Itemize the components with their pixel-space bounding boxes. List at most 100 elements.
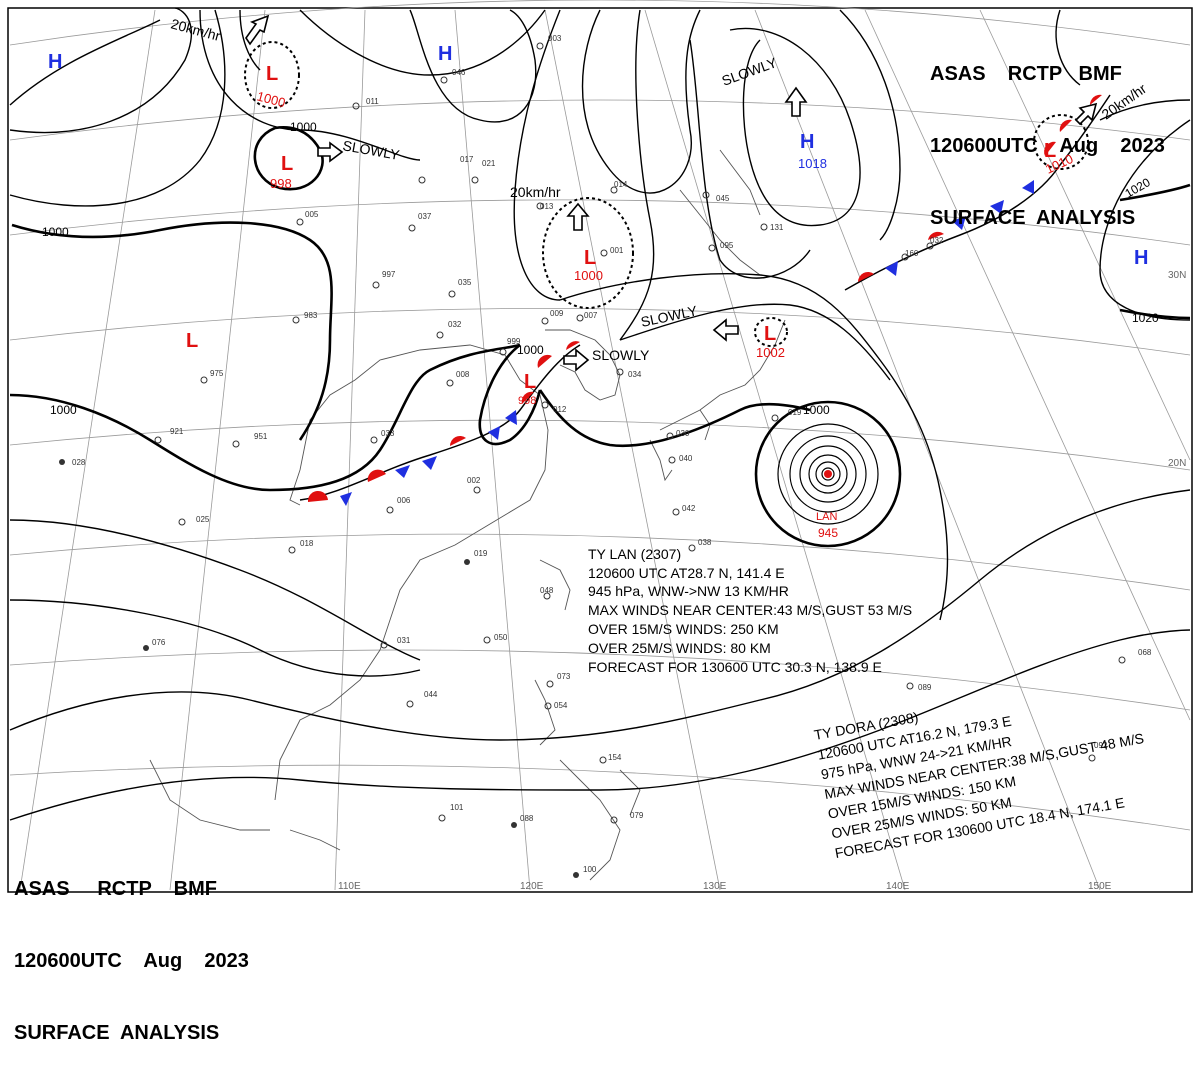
header-title: SURFACE ANALYSIS (930, 207, 1136, 229)
station-plot: 007 (576, 311, 598, 322)
low-pressure-value: 998 (270, 176, 292, 191)
svg-text:131: 131 (770, 223, 784, 232)
station-plot: 983 (292, 311, 318, 324)
svg-text:160: 160 (905, 249, 919, 258)
station-plot: 101 (438, 803, 464, 822)
station-plot: 006 (386, 496, 411, 514)
lat-label: 30N (1168, 270, 1186, 281)
svg-text:011: 011 (366, 97, 379, 106)
station-plot: 045 (702, 191, 730, 203)
station-plot: 011 (352, 97, 379, 110)
weather-map: 1000 1000 1000 1000 1000 1020 1020 20km/… (7, 0, 1193, 893)
svg-text:TY LAN (2307): TY LAN (2307) (588, 546, 681, 562)
svg-text:079: 079 (630, 811, 644, 820)
station-plot: 054 (544, 701, 568, 710)
station-plot: 014 (610, 180, 628, 194)
svg-text:040: 040 (679, 454, 693, 463)
station-plot: 076 (143, 638, 166, 651)
stationary-front-east (844, 94, 1111, 291)
arrow-ne-icon (1074, 102, 1098, 126)
svg-text:021: 021 (482, 159, 496, 168)
station-plot: 100 (573, 865, 597, 878)
low-pressure-value: 998 (518, 395, 536, 407)
svg-text:035: 035 (458, 278, 472, 287)
station-plot: 002 (467, 476, 481, 494)
station-plot: 048 (540, 586, 554, 600)
typhoon-name: LAN (816, 511, 837, 523)
station-plot: 997 (372, 270, 396, 289)
svg-text:042: 042 (682, 504, 696, 513)
header-title: SURFACE ANALYSIS (14, 1022, 220, 1044)
svg-text:009: 009 (550, 309, 564, 318)
svg-text:008: 008 (456, 370, 470, 379)
svg-text:983: 983 (304, 311, 318, 320)
svg-text:OVER 25M/S WINDS: 80 KM: OVER 25M/S WINDS: 80 KM (588, 640, 771, 656)
svg-text:120600 UTC AT28.7 N, 141.4 E: 120600 UTC AT28.7 N, 141.4 E (588, 565, 785, 581)
arrow-north-icon (784, 86, 808, 117)
svg-text:088: 088 (520, 814, 534, 823)
svg-text:095: 095 (720, 241, 734, 250)
isobar-label: 1020 (1132, 311, 1159, 325)
svg-text:945 hPa, WNW->NW 13 KM/HR: 945 hPa, WNW->NW 13 KM/HR (588, 583, 789, 599)
station-plot: 154 (599, 753, 622, 764)
station-plot: 999 (499, 337, 521, 356)
header-agency: ASAS RCTP BMF (930, 63, 1122, 85)
svg-text:999: 999 (507, 337, 521, 346)
isobar-label: 1000 (803, 403, 830, 417)
svg-text:028: 028 (72, 458, 86, 467)
svg-text:031: 031 (397, 636, 411, 645)
high-symbol: H (48, 51, 62, 73)
header-agency: ASAS RCTP BMF (14, 878, 217, 900)
low-pressure-value: 1000 (255, 88, 287, 110)
svg-text:006: 006 (397, 496, 411, 505)
station-plot: 040 (668, 454, 693, 464)
low-symbol: L (584, 247, 596, 269)
svg-text:032: 032 (930, 236, 944, 245)
svg-text:921: 921 (170, 427, 184, 436)
station-plot: 038 (688, 538, 712, 552)
svg-text:032: 032 (448, 320, 462, 329)
station-plot: 073 (546, 672, 571, 688)
header-time: 120600UTC Aug 2023 (14, 950, 249, 972)
station-plot: 019 (771, 408, 802, 422)
svg-text:092: 092 (1094, 741, 1108, 750)
station-plot: 035 (448, 278, 472, 298)
station-plot: 013 (536, 202, 554, 211)
header-bottom: ASAS RCTP BMF 120600UTC Aug 2023 SURFACE… (14, 829, 249, 1069)
station-plot: 025 (178, 515, 210, 526)
high-symbol: H (438, 43, 452, 65)
high-pressure-value: 1018 (798, 156, 827, 171)
station-plot: 005 (296, 210, 319, 226)
station-plot: 017 (418, 155, 474, 184)
map-frame (7, 7, 1193, 893)
isobars-dashed (244, 41, 1089, 347)
svg-text:045: 045 (716, 194, 730, 203)
station-plot: 160 (901, 249, 919, 261)
station-plot: 975 (200, 369, 224, 384)
typhoon-isobars (754, 400, 902, 548)
station-plot: 042 (672, 504, 696, 516)
isobar-label: 1000 (517, 343, 544, 357)
svg-text:068: 068 (1138, 648, 1152, 657)
arrow-east-icon (317, 141, 344, 163)
station-plot: 028 (59, 458, 86, 467)
svg-text:076: 076 (152, 638, 166, 647)
low-symbol: L (524, 371, 536, 393)
svg-text:005: 005 (305, 210, 319, 219)
motion-label: SLOWLY (592, 347, 650, 363)
svg-text:154: 154 (608, 753, 622, 762)
station-plot: 951 (232, 432, 268, 448)
station-plot: 050 (483, 633, 508, 644)
station-plot: 009 (541, 309, 564, 325)
lon-label: 110E (338, 881, 361, 892)
station-plot: 001 (600, 246, 624, 257)
stationary-front-west (299, 341, 581, 506)
svg-text:002: 002 (467, 476, 481, 485)
station-plot: 021 (471, 159, 496, 184)
lat-label: 20N (1168, 458, 1186, 469)
svg-text:951: 951 (254, 432, 268, 441)
svg-text:014: 014 (614, 180, 628, 189)
svg-text:FORECAST FOR 130600 UTC 30.3 N: FORECAST FOR 130600 UTC 30.3 N, 138.9 E (588, 659, 882, 675)
station-plot: 032 (926, 236, 944, 250)
svg-text:025: 025 (196, 515, 210, 524)
